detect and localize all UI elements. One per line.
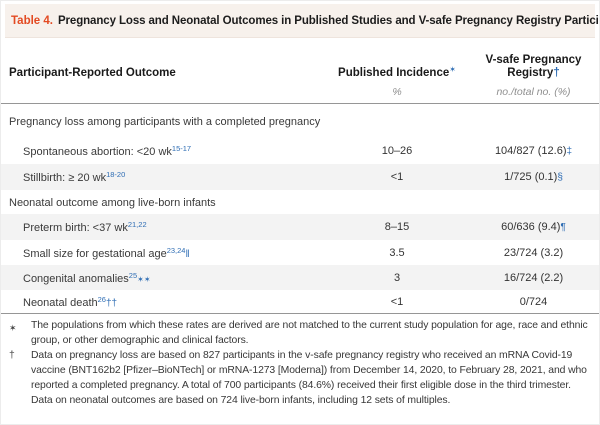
table-title: Pregnancy Loss and Neonatal Outcomes in … [57,14,600,27]
header-registry-cell: V-safe Pregnancy Registry† no./total no.… [467,40,599,103]
table-row-neonatal-death: Neonatal death26†† <1 0/724 [1,290,599,313]
reference-superscript: 25 [128,270,138,280]
footnote-marker: † [9,349,15,361]
row-label: Small size for gestational age [23,247,167,260]
table-row-small-size: Small size for gestational age23,24‖ 3.5… [1,240,599,265]
header-registry-unit: no./total no. (%) [496,86,571,98]
published-incidence-value: 8–15 [384,221,410,233]
section-row-neonatal-outcome: Neonatal outcome among live-born infants [1,190,599,214]
header-published-cell: Published Incidence✶ % [327,40,467,103]
registry-value: 104/827 (12.6) [494,145,567,157]
row-label: Neonatal death [23,296,98,309]
footnote-text: Data on pregnancy loss are based on 827 … [31,349,587,406]
asterisk-footnote-icon: ✶ [449,65,456,74]
reference-superscript: 23,24 [166,245,186,255]
section-mark-footnote-icon: § [557,172,563,183]
footnote-marker: ✶ [9,323,17,333]
table-header-row: Participant-Reported Outcome Published I… [1,38,599,104]
section-label: Pregnancy loss among participants with a… [9,115,321,128]
published-incidence-value: 3.5 [389,246,405,259]
footnote-dagger: † Data on pregnancy loss are based on 82… [9,349,593,409]
parallel-mark-footnote-icon: ‖ [185,248,190,260]
footnotes-section: ✶ The populations from which these rates… [1,313,599,408]
table-row-congenital-anomalies: Congenital anomalies25✶✶ 3 16/724 (2.2) [1,265,599,290]
reference-superscript: 21,22 [127,220,147,229]
header-published-unit: % [392,86,402,98]
footnote-text: The populations from which these rates a… [31,320,588,346]
table-row-preterm-birth: Preterm birth: <37 wk21,22 8–15 60/636 (… [1,214,599,240]
published-incidence-value: 3 [393,271,401,284]
table-row-stillbirth: Stillbirth: ≥ 20 wk18-20 <1 1/725 (0.1)§ [1,164,599,190]
double-dagger-footnote-icon: ‡ [566,146,573,157]
reference-superscript: 26 [97,294,106,304]
registry-value: 60/636 (9.4) [501,221,561,233]
reference-superscript: 15-17 [171,144,192,153]
row-label: Spontaneous abortion: <20 wk [23,146,172,158]
header-published-label: Published Incidence✶ [338,65,456,79]
row-label: Congenital anomalies [23,272,129,285]
double-dagger-marks-footnote-icon: †† [105,297,118,309]
section-label: Neonatal outcome among live-born infants [9,196,216,209]
pilcrow-footnote-icon: ¶ [560,222,566,233]
registry-value: 16/724 (2.2) [503,271,564,284]
registry-value: 23/724 (3.2) [503,246,564,259]
header-outcome-label: Participant-Reported Outcome [9,67,176,79]
header-outcome-cell: Participant-Reported Outcome [1,40,327,103]
table-number-label: Table 4. [11,14,53,27]
reference-superscript: 18-20 [106,170,126,179]
section-row-pregnancy-loss: Pregnancy loss among participants with a… [1,104,599,138]
header-outcome-units-spacer [9,80,327,103]
row-label: Preterm birth: <37 wk [23,222,128,234]
header-registry-label: V-safe Pregnancy Registry† [485,54,582,79]
registry-value: 0/724 [519,295,548,308]
published-incidence-value: <1 [390,295,404,308]
double-asterisk-footnote-icon: ✶✶ [137,274,151,284]
registry-value: 1/725 (0.1) [504,171,558,183]
dagger-footnote-icon: † [553,67,560,79]
table-title-band: Table 4. Pregnancy Loss and Neonatal Out… [5,4,599,38]
published-incidence-value: 10–26 [381,145,413,157]
row-label: Stillbirth: ≥ 20 wk [23,172,107,184]
table-row-spontaneous-abortion: Spontaneous abortion: <20 wk15-17 10–26 … [1,138,599,164]
published-incidence-value: <1 [390,171,404,183]
footnote-asterisk: ✶ The populations from which these rates… [9,319,593,349]
